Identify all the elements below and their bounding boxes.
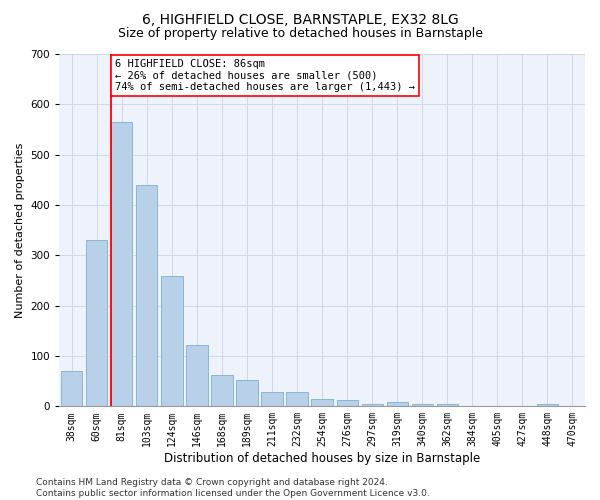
Bar: [61, 371, 82, 406]
Text: Size of property relative to detached houses in Barnstaple: Size of property relative to detached ho…: [118, 28, 482, 40]
Text: 6 HIGHFIELD CLOSE: 86sqm
← 26% of detached houses are smaller (500)
74% of semi-: 6 HIGHFIELD CLOSE: 86sqm ← 26% of detach…: [115, 59, 415, 92]
Bar: [537, 404, 558, 406]
Bar: [236, 380, 257, 406]
Bar: [262, 392, 283, 406]
Bar: [161, 276, 182, 406]
Y-axis label: Number of detached properties: Number of detached properties: [15, 142, 25, 318]
Bar: [311, 399, 333, 406]
X-axis label: Distribution of detached houses by size in Barnstaple: Distribution of detached houses by size …: [164, 452, 480, 465]
Bar: [136, 185, 157, 406]
Bar: [186, 345, 208, 406]
Bar: [337, 400, 358, 406]
Bar: [286, 392, 308, 406]
Bar: [86, 240, 107, 406]
Bar: [111, 122, 133, 406]
Bar: [437, 404, 458, 406]
Bar: [386, 402, 408, 406]
Bar: [211, 374, 233, 406]
Bar: [412, 404, 433, 406]
Text: 6, HIGHFIELD CLOSE, BARNSTAPLE, EX32 8LG: 6, HIGHFIELD CLOSE, BARNSTAPLE, EX32 8LG: [142, 12, 458, 26]
Bar: [362, 404, 383, 406]
Text: Contains HM Land Registry data © Crown copyright and database right 2024.
Contai: Contains HM Land Registry data © Crown c…: [36, 478, 430, 498]
